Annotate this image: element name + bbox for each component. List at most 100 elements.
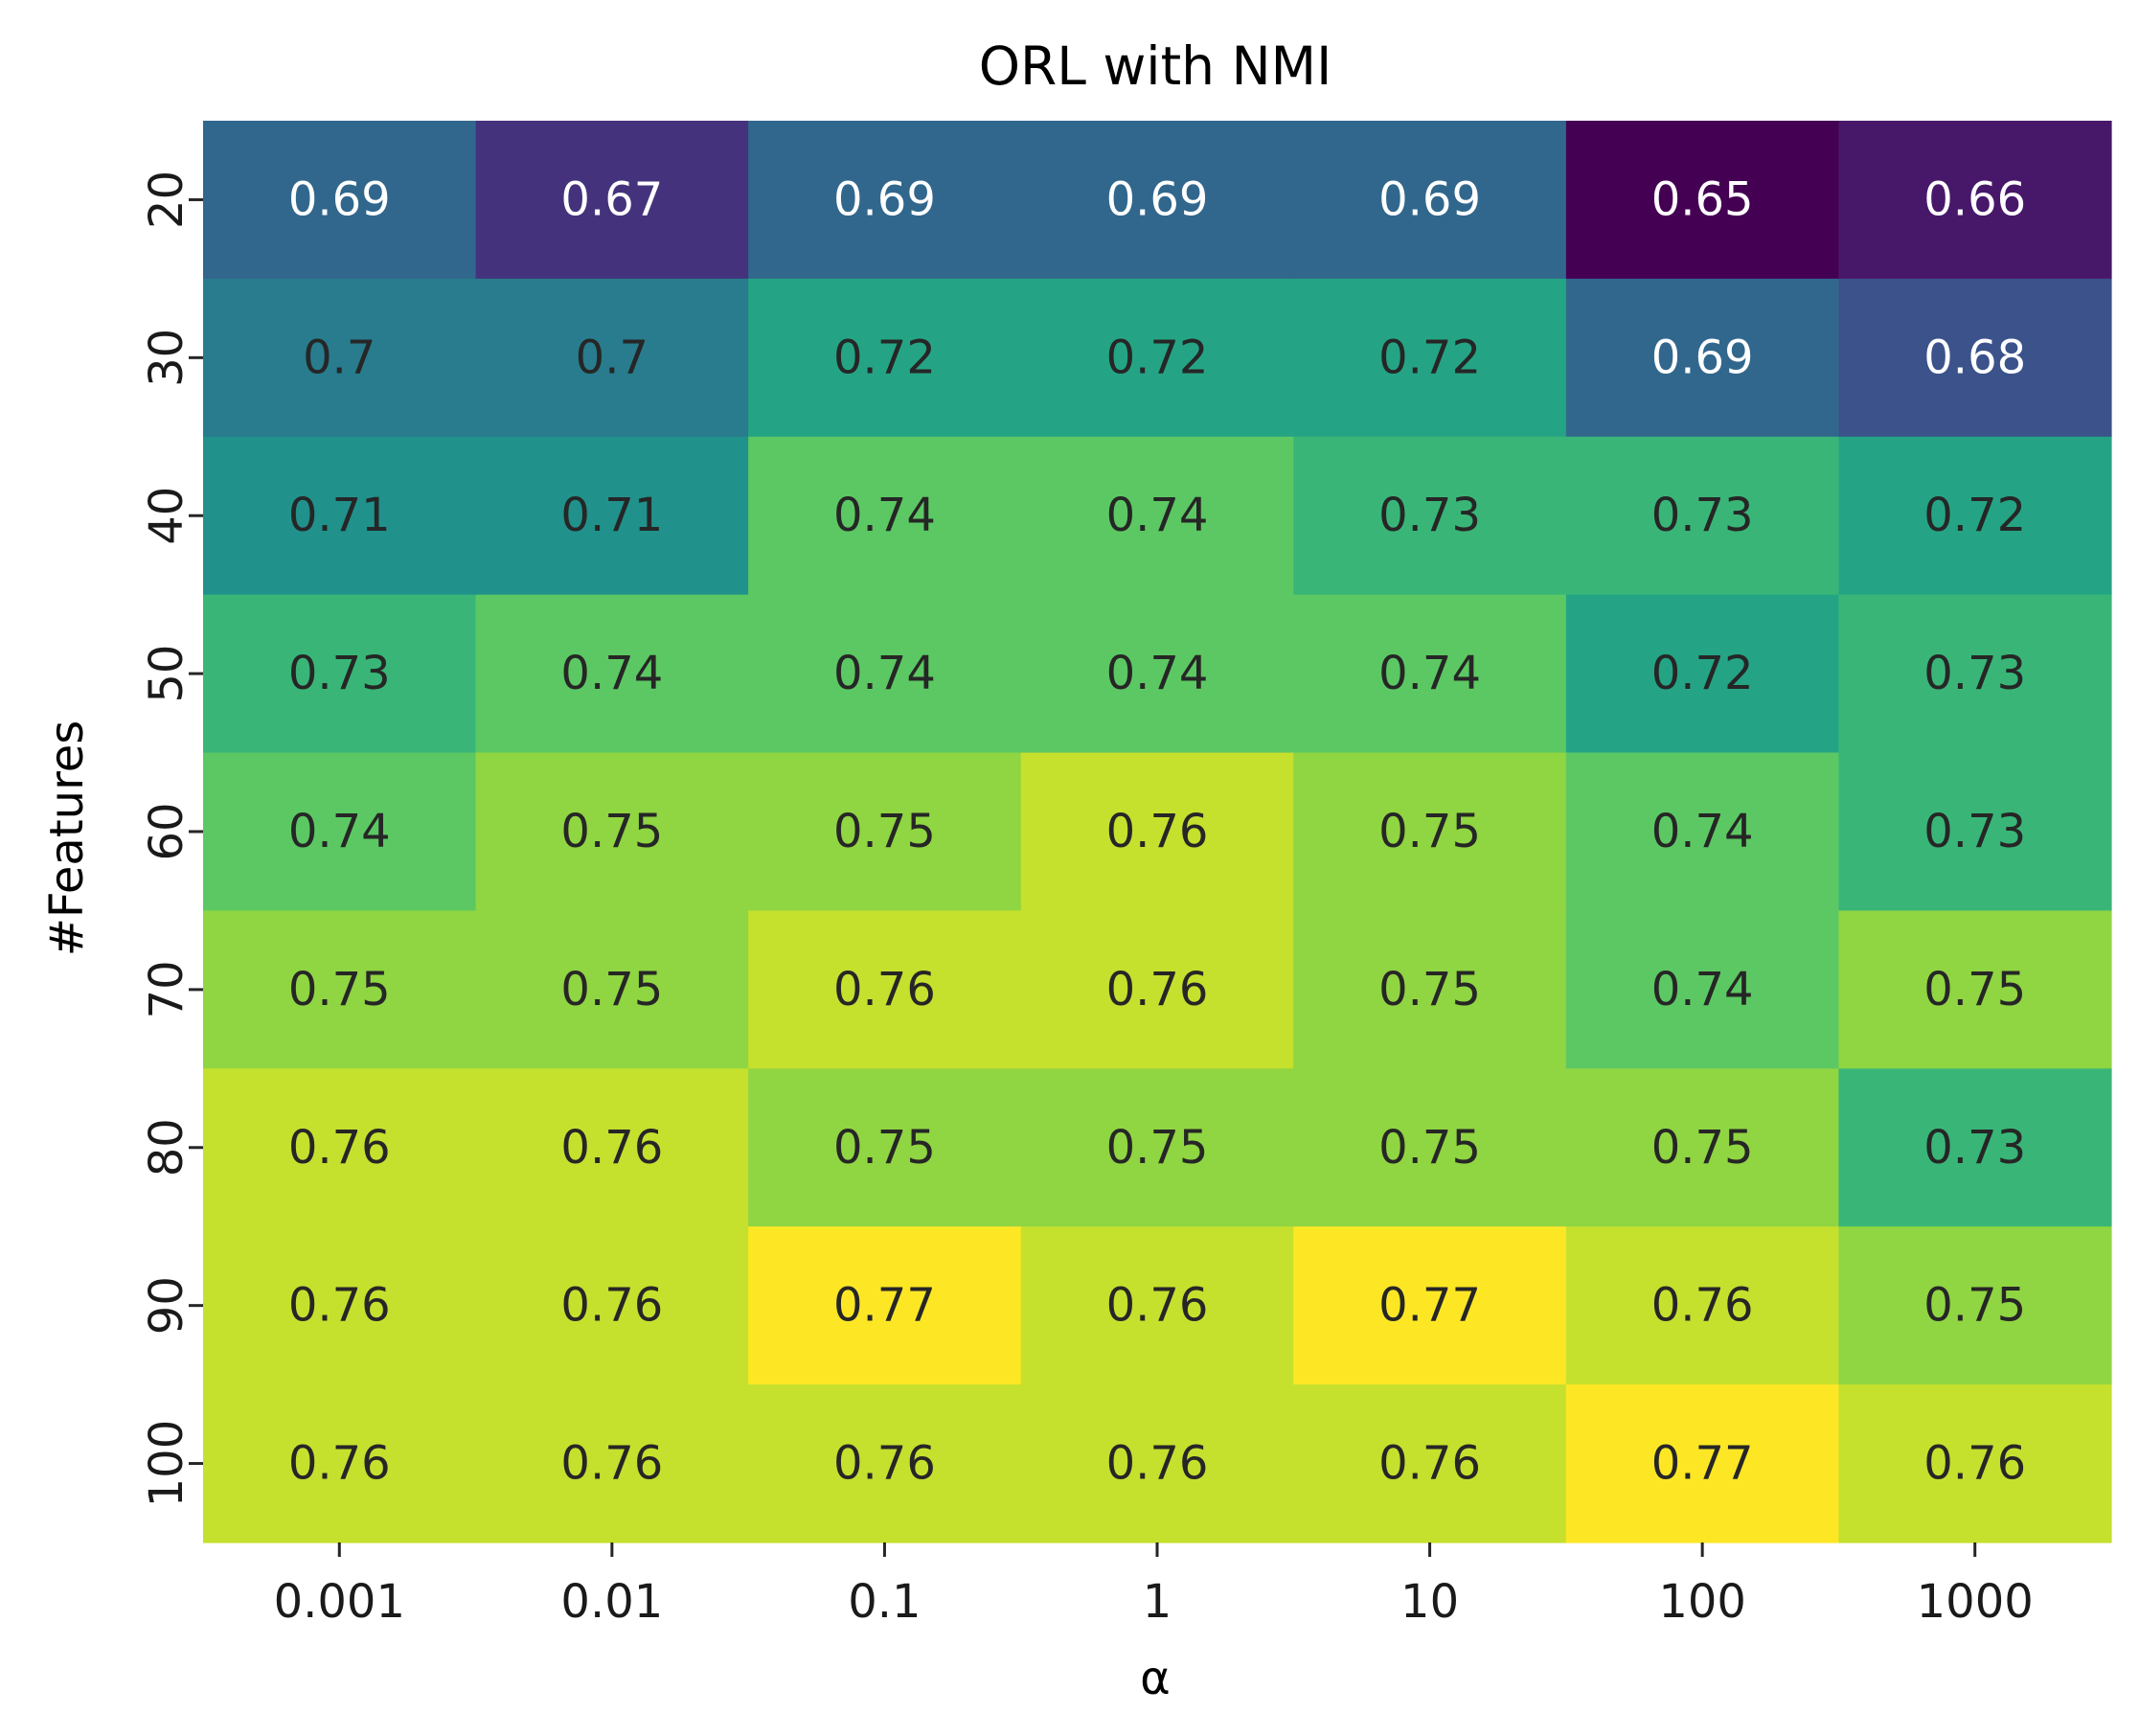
heatmap-cell — [748, 436, 1022, 596]
heatmap-cell — [1565, 1226, 1840, 1385]
heatmap-cell — [1565, 752, 1840, 912]
cell-value-label: 0.72 — [833, 331, 936, 384]
heatmap-cell — [1293, 1226, 1567, 1385]
heatmap-cell — [1565, 1384, 1840, 1543]
heatmap-cell — [1020, 278, 1294, 438]
y-tick-label: 90 — [140, 1276, 193, 1335]
cell-value-label: 0.75 — [833, 1121, 936, 1175]
heatmap-cell — [1293, 436, 1567, 596]
x-tick-label: 1 — [1143, 1575, 1172, 1629]
y-axis-label: #Features — [40, 720, 94, 957]
heatmap-cell — [1565, 436, 1840, 596]
cell-value-label: 0.77 — [1378, 1279, 1481, 1333]
cell-value-label: 0.76 — [560, 1121, 663, 1175]
cell-value-label: 0.7 — [303, 331, 375, 384]
heatmap-cells: 0.69 0.67 0.69 0.69 0.69 0.65 0.66 0.7 0.7 0.72 0.… — [203, 121, 2112, 1543]
heatmap-cell — [1020, 1068, 1294, 1227]
heatmap-cell — [475, 121, 749, 280]
y-tick-label: 50 — [140, 645, 193, 703]
cell-value-label: 0.73 — [1923, 805, 2026, 858]
cell-value-label: 0.69 — [1651, 331, 1754, 384]
heatmap-cell — [203, 1384, 477, 1543]
heatmap-cell — [1020, 594, 1294, 754]
cell-value-label: 0.75 — [1378, 805, 1481, 858]
chart-title: ORL with NMI — [979, 35, 1332, 97]
cell-value-label: 0.71 — [560, 489, 663, 542]
heatmap-cell — [475, 594, 749, 754]
cell-value-label: 0.76 — [1923, 1437, 2026, 1491]
cell-value-label: 0.74 — [1651, 805, 1754, 858]
x-tick-label: 0.1 — [848, 1575, 921, 1629]
heatmap-cell — [475, 910, 749, 1069]
heatmap-cell — [203, 1068, 477, 1227]
cell-value-label: 0.74 — [1378, 647, 1481, 700]
cell-value-label: 0.76 — [833, 963, 936, 1016]
heatmap-cell — [203, 594, 477, 754]
cell-value-label: 0.74 — [1106, 647, 1209, 700]
cell-value-label: 0.72 — [1651, 647, 1754, 700]
heatmap-cell — [1293, 910, 1567, 1069]
heatmap-cell — [203, 278, 477, 438]
cell-value-label: 0.73 — [1651, 489, 1754, 542]
cell-value-label: 0.69 — [288, 172, 391, 226]
heatmap-cell — [1565, 121, 1840, 280]
heatmap-cell — [203, 752, 477, 912]
x-axis-label: α — [1140, 1652, 1171, 1705]
heatmap-cell — [475, 1384, 749, 1543]
cell-value-label: 0.74 — [288, 805, 391, 858]
cell-value-label: 0.74 — [833, 489, 936, 542]
x-tick-label: 10 — [1400, 1575, 1459, 1629]
cell-value-label: 0.73 — [1923, 647, 2026, 700]
heatmap-cell — [748, 1068, 1022, 1227]
cell-value-label: 0.74 — [833, 647, 936, 700]
x-tick-label: 1000 — [1917, 1575, 2034, 1629]
cell-value-label: 0.74 — [560, 647, 663, 700]
x-tick-label: 0.001 — [274, 1575, 405, 1629]
cell-value-label: 0.76 — [288, 1121, 391, 1175]
cell-value-label: 0.75 — [1378, 1121, 1481, 1175]
cell-value-label: 0.76 — [833, 1437, 936, 1491]
cell-value-label: 0.76 — [1106, 963, 1209, 1016]
heatmap-cell — [475, 436, 749, 596]
cell-value-label: 0.74 — [1106, 489, 1209, 542]
heatmap-cell — [748, 1226, 1022, 1385]
cell-value-label: 0.75 — [1651, 1121, 1754, 1175]
heatmap-cell — [1838, 278, 2112, 438]
cell-value-label: 0.76 — [1106, 1279, 1209, 1333]
cell-value-label: 0.72 — [1923, 489, 2026, 542]
heatmap-cell — [748, 752, 1022, 912]
cell-value-label: 0.75 — [288, 963, 391, 1016]
cell-value-label: 0.75 — [1923, 963, 2026, 1016]
cell-value-label: 0.76 — [1651, 1279, 1754, 1333]
heatmap-cell — [1565, 910, 1840, 1069]
cell-value-label: 0.73 — [1923, 1121, 2026, 1175]
y-tick-label: 70 — [140, 960, 193, 1018]
cell-value-label: 0.76 — [288, 1437, 391, 1491]
heatmap-cell — [1838, 1068, 2112, 1227]
cell-value-label: 0.69 — [1378, 172, 1481, 226]
cell-value-label: 0.76 — [1106, 805, 1209, 858]
y-tick-label: 80 — [140, 1118, 193, 1176]
cell-value-label: 0.68 — [1923, 331, 2026, 384]
heatmap-cell — [1020, 436, 1294, 596]
heatmap-cell — [1293, 594, 1567, 754]
y-tick-label: 100 — [140, 1420, 193, 1508]
y-tick-label: 60 — [140, 802, 193, 860]
heatmap-cell — [1838, 121, 2112, 280]
heatmap-cell — [1020, 1226, 1294, 1385]
cell-value-label: 0.72 — [1378, 331, 1481, 384]
heatmap-cell — [203, 910, 477, 1069]
heatmap-cell — [1838, 910, 2112, 1069]
heatmap-cell — [748, 910, 1022, 1069]
y-tick-label: 40 — [140, 487, 193, 545]
heatmap-cell — [1565, 278, 1840, 438]
cell-value-label: 0.75 — [1923, 1279, 2026, 1333]
heatmap-cell — [1293, 278, 1567, 438]
cell-value-label: 0.74 — [1651, 963, 1754, 1016]
cell-value-label: 0.75 — [1378, 963, 1481, 1016]
heatmap-cell — [203, 436, 477, 596]
heatmap-cell — [748, 1384, 1022, 1543]
cell-value-label: 0.76 — [560, 1279, 663, 1333]
x-tick-label: 0.01 — [560, 1575, 663, 1629]
cell-value-label: 0.72 — [1106, 331, 1209, 384]
